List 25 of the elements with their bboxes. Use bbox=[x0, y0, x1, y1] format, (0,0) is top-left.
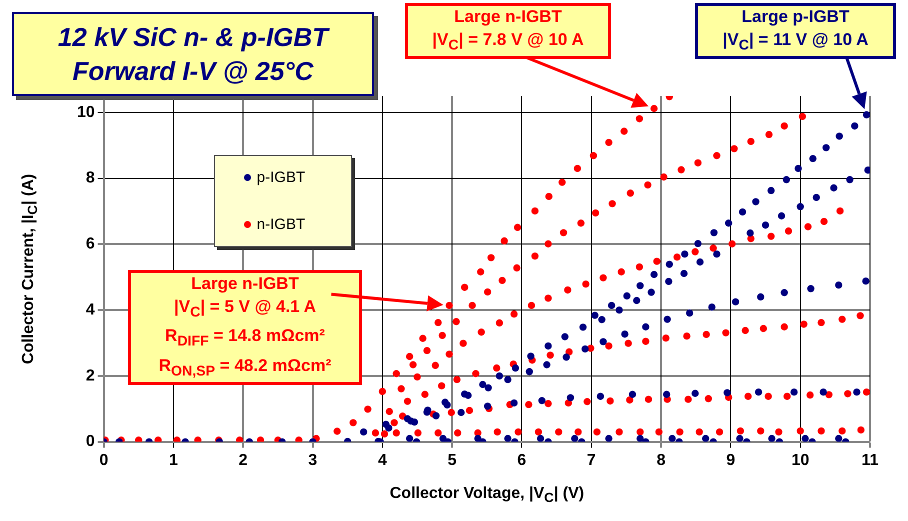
text: Large p-IGBT |V$_{C}$| = 11 V @ 10 A bbox=[722, 6, 868, 56]
x-tick-label: 0 bbox=[99, 452, 108, 469]
text: Large n-IGBT |V$_{C}$| = 7.8 V @ 10 A bbox=[432, 6, 584, 56]
x-tick-label: 6 bbox=[517, 452, 526, 469]
y-tick-label: 4 bbox=[86, 301, 95, 318]
y-tick-label: 2 bbox=[86, 367, 95, 384]
x-tick-label: 5 bbox=[448, 452, 457, 469]
legend-label: n-IGBT bbox=[256, 216, 306, 233]
y-tick-label: 6 bbox=[86, 236, 95, 253]
x-tick-label: 8 bbox=[656, 452, 666, 469]
x-tick-label: 4 bbox=[378, 452, 387, 469]
x-tick-label: 1 bbox=[169, 452, 178, 469]
x-tick-label: 10 bbox=[791, 452, 810, 469]
x-tick-label: 2 bbox=[238, 452, 248, 469]
x-tick-label: 11 bbox=[862, 452, 879, 469]
x-axis-title: Collector Voltage, |V$_{C}$| (V) bbox=[388, 485, 586, 506]
y-tick-label: 0 bbox=[86, 433, 95, 450]
legend-label: p-IGBT bbox=[256, 168, 306, 186]
x-tick-label: 3 bbox=[308, 452, 318, 469]
x-tick-label: 7 bbox=[586, 452, 596, 469]
y-tick-label: 8 bbox=[86, 170, 95, 187]
y-tick-label: 10 bbox=[77, 104, 95, 121]
text: Large n-IGBT |V$_{C}$| = 5 V @ 4.1 A R$_{DIFF}$ = 14.8 mΩcm² R$_{ON,SP}$ = 48.2 mΩcm² bbox=[158, 274, 332, 380]
chart-title: 12 kV SiC n- & p-IGBT Forward I-V @ 25°C bbox=[58, 21, 328, 88]
x-tick-label: 9 bbox=[726, 452, 736, 469]
